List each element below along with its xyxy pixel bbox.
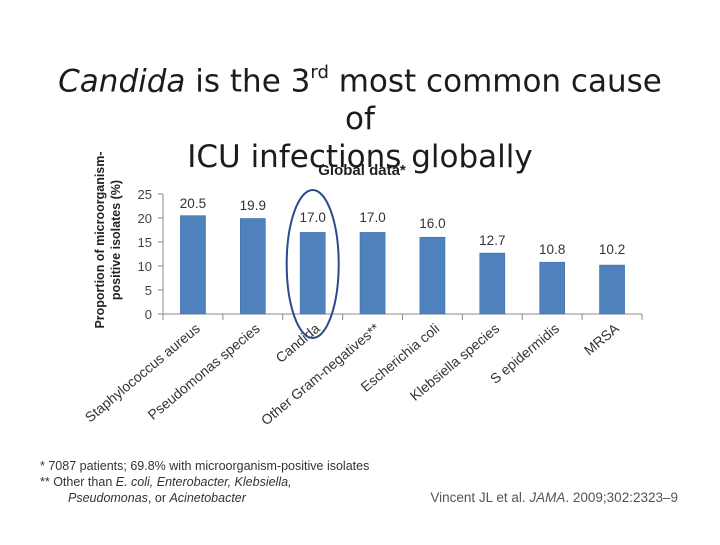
- chart-axes: 0 5 10 15 20 25: [138, 187, 643, 322]
- y-tick-label: 10: [138, 259, 152, 274]
- y-axis-label-line-1: Proportion of microorganism-: [93, 151, 107, 328]
- chart-title: Global data*: [318, 162, 406, 179]
- bar-value-label: 10.8: [539, 242, 565, 257]
- x-category-label: Staphylococcus aureus: [82, 320, 203, 425]
- citation: Vincent JL et al. JAMA. 2009;302:2323–9: [430, 490, 678, 505]
- chart-value-labels: 20.5 19.9 17.0 17.0 16.0 12.7 10.8 10.2: [180, 196, 625, 257]
- y-tick-label: 15: [138, 235, 152, 250]
- title-line-1: Candida is the 3rd most common cause of: [58, 62, 662, 138]
- y-axis-label: Proportion of microorganism- positive is…: [93, 151, 123, 328]
- bar-value-label: 12.7: [479, 233, 505, 248]
- footnotes: * 7087 patients; 69.8% with microorganis…: [40, 458, 420, 506]
- footnote-2-continued: Pseudomonas, or Acinetobacter: [68, 491, 246, 505]
- y-tick-label: 0: [145, 307, 152, 322]
- bar-value-label: 10.2: [599, 242, 625, 257]
- y-tick-label: 5: [145, 283, 152, 298]
- bar: [299, 232, 326, 315]
- bar: [359, 232, 386, 315]
- bar: [419, 236, 446, 315]
- y-axis-label-line-2: positive isolates (%): [109, 180, 123, 300]
- bar-value-label: 17.0: [300, 210, 326, 225]
- bar: [479, 252, 506, 315]
- bar-value-label: 19.9: [240, 198, 266, 213]
- bar: [180, 215, 206, 315]
- bar: [239, 218, 266, 315]
- title-line-2: ICU infections globally: [187, 139, 533, 176]
- y-tick-label: 25: [138, 187, 152, 202]
- footnote-1: * 7087 patients; 69.8% with microorganis…: [40, 459, 370, 473]
- x-category-label: MRSA: [581, 320, 623, 359]
- bar-value-label: 17.0: [359, 210, 385, 225]
- footnote-2: ** Other than E. coli, Enterobacter, Kle…: [40, 475, 292, 489]
- title-italic-candida: Candida: [58, 63, 186, 100]
- bar-value-label: 20.5: [180, 196, 206, 211]
- candida-highlight-ellipse: [285, 189, 340, 339]
- slide-title: Candida is the 3rd most common cause of …: [40, 56, 680, 176]
- x-category-label: Pseudomonas species: [145, 320, 263, 423]
- bar-value-label: 16.0: [419, 216, 445, 231]
- y-tick-label: 20: [138, 211, 152, 226]
- bar: [539, 261, 566, 315]
- x-category-label: Candida: [272, 320, 322, 366]
- bar: [599, 264, 625, 315]
- chart-bars: [180, 215, 625, 315]
